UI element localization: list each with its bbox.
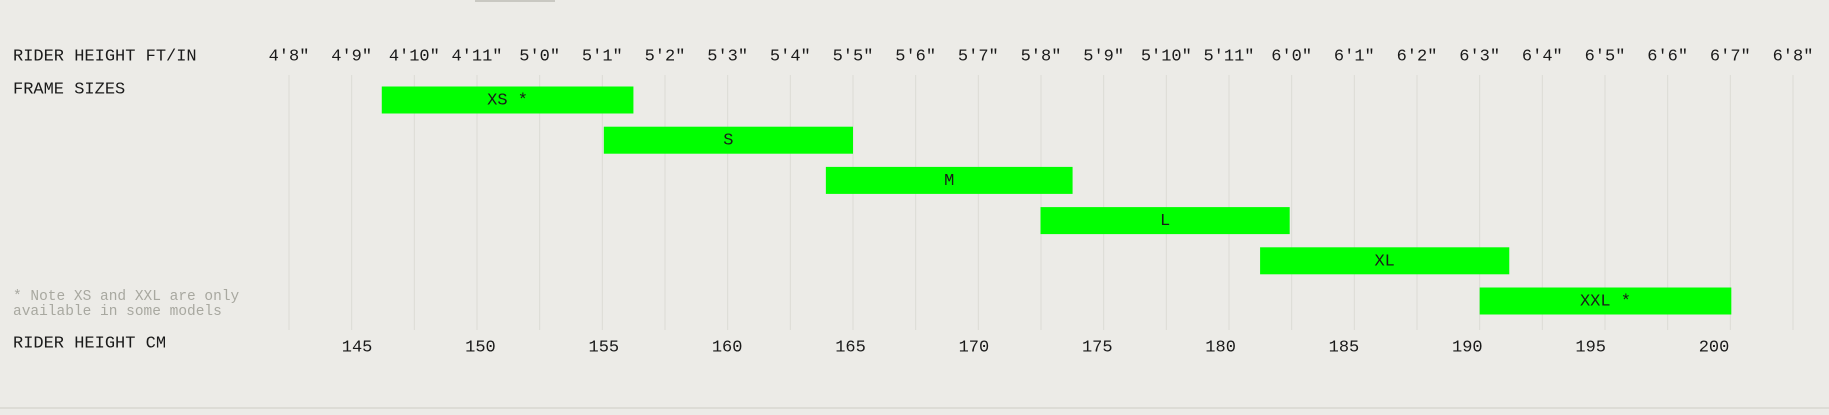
bar-label: L: [1160, 212, 1170, 231]
x2-tick-label: 4'11": [451, 47, 502, 66]
x2-tick-label: 5'1": [582, 47, 623, 66]
bar: [603, 126, 853, 154]
x-tick-label: 155: [589, 338, 620, 357]
x2-tick-label: 6'3": [1459, 47, 1500, 66]
x2-tick-label: 5'2": [645, 47, 686, 66]
bar-label: S: [723, 132, 733, 151]
bar: [381, 86, 634, 114]
x-tick-label: 200: [1699, 338, 1730, 357]
x-tick-label: 160: [712, 338, 743, 357]
x-tick-label: 165: [835, 338, 866, 357]
x-tick-label: 175: [1082, 338, 1113, 357]
x2-tick-label: 5'7": [958, 47, 999, 66]
x-tick-label: 185: [1329, 338, 1360, 357]
x-tick-label: 150: [465, 338, 496, 357]
note: * Note XS and XXL are only available in …: [13, 289, 240, 320]
x2-axis-label: RIDER HEIGHT FT/IN: [13, 47, 197, 66]
x2-tick-label: 5'10": [1141, 47, 1192, 66]
x2-tick-label: 5'3": [707, 47, 748, 66]
bar: [1479, 287, 1732, 315]
x2-tick-label: 4'8": [269, 47, 310, 66]
x2-tick-label: 6'2": [1397, 47, 1438, 66]
bar: [1040, 207, 1290, 235]
x2-tick-label: 6'5": [1585, 47, 1626, 66]
x-tick-label: 145: [342, 338, 373, 357]
top-tab: [475, 0, 555, 2]
bar-label: XXL *: [1580, 292, 1631, 311]
x-tick-label: 190: [1452, 338, 1483, 357]
x2-tick-label: 5'0": [519, 47, 560, 66]
bar-label: XS *: [487, 91, 528, 110]
x2-tick-label: 5'9": [1083, 47, 1124, 66]
x-tick-label: 180: [1205, 338, 1236, 357]
x-axis-label: RIDER HEIGHT CM: [13, 334, 166, 353]
x2-tick-label: 5'11": [1203, 47, 1254, 66]
x2-tick-label: 6'7": [1710, 47, 1751, 66]
x2-tick-label: 6'0": [1271, 47, 1312, 66]
category-axis-label: FRAME SIZES: [13, 80, 125, 99]
x2-tick-label: 6'1": [1334, 47, 1375, 66]
x2-tick-label: 5'8": [1021, 47, 1062, 66]
x2-tick-label: 5'4": [770, 47, 811, 66]
x-tick-label: 195: [1575, 338, 1606, 357]
bar-label: XL: [1374, 252, 1394, 271]
x2-tick-label: 6'6": [1647, 47, 1688, 66]
x2-tick-label: 6'8": [1773, 47, 1814, 66]
x2-tick-label: 4'10": [389, 47, 440, 66]
bar: [1260, 247, 1510, 275]
x-tick-label: 170: [959, 338, 990, 357]
x2-tick-label: 5'5": [833, 47, 874, 66]
x2-tick-label: 6'4": [1522, 47, 1563, 66]
x2-tick-label: 4'9": [331, 47, 372, 66]
x2-tick-label: 5'6": [895, 47, 936, 66]
bar-label: M: [944, 172, 954, 191]
bar: [825, 166, 1073, 194]
